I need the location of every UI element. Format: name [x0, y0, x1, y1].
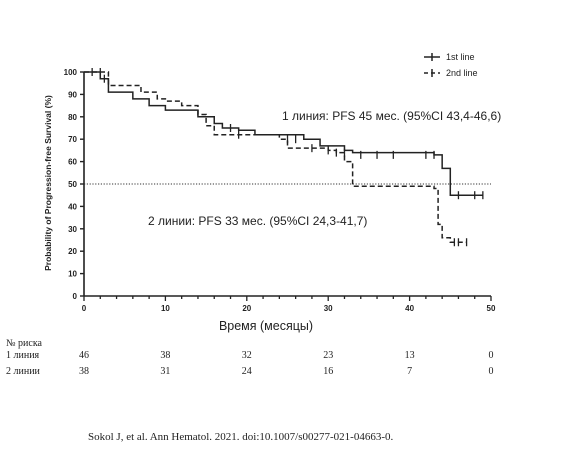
risk-value: 13	[405, 350, 415, 361]
legend: 1st line 2nd line	[424, 52, 478, 78]
risk-value: 16	[323, 366, 333, 377]
risk-value: 7	[407, 366, 412, 377]
annotation-2nd-line: 2 линии: PFS 33 мес. (95%CI 24,3-41,7)	[148, 214, 367, 228]
y-tick-label: 60	[68, 158, 77, 167]
risk-value: 38	[160, 350, 170, 361]
risk-table-header: № риска	[6, 338, 43, 349]
y-tick-label: 30	[68, 225, 77, 234]
axes: 0 10 20 30 40 50 60 70 80 90 100 0 10 20 30 40 50	[64, 68, 496, 313]
y-tick-label: 40	[68, 202, 77, 211]
risk-value: 38	[79, 366, 89, 377]
source-citation: Sokol J, et al. Ann Hematol. 2021. doi:1…	[88, 431, 393, 443]
x-tick-label: 40	[405, 304, 414, 313]
censor-marks	[91, 68, 484, 247]
series-1-curve	[84, 71, 483, 196]
risk-value: 24	[242, 366, 252, 377]
risk-value: 46	[79, 350, 89, 361]
y-tick-label: 70	[68, 135, 77, 144]
series-2-curve	[84, 71, 467, 243]
annotation-1st-line: 1 линия: PFS 45 мес. (95%CI 43,4-46,6)	[282, 109, 501, 123]
risk-table: № риска 1 линия 2 линии 46 38 32 23 13 0 38 31 2…	[6, 338, 494, 377]
x-tick-label: 10	[161, 304, 170, 313]
risk-value: 32	[242, 350, 252, 361]
y-tick-label: 90	[68, 90, 77, 99]
y-tick-label: 10	[68, 270, 77, 279]
risk-row-label-1: 1 линия	[6, 350, 40, 361]
y-axis-title: Probability of Progression-free Survival…	[43, 95, 53, 271]
risk-value: 23	[323, 350, 333, 361]
legend-label-1st: 1st line	[446, 52, 475, 62]
legend-label-2nd: 2nd line	[446, 68, 478, 78]
risk-value: 0	[489, 350, 494, 361]
x-tick-label: 30	[324, 304, 333, 313]
y-tick-label: 0	[73, 292, 78, 301]
risk-value: 31	[160, 366, 170, 377]
x-tick-label: 20	[242, 304, 251, 313]
y-tick-label: 80	[68, 113, 77, 122]
risk-value: 0	[489, 366, 494, 377]
x-tick-label: 50	[487, 304, 496, 313]
x-axis-title: Время (месяцы)	[219, 319, 313, 333]
x-tick-label: 0	[82, 304, 87, 313]
y-tick-label: 50	[68, 180, 77, 189]
y-tick-label: 20	[68, 247, 77, 256]
y-tick-label: 100	[64, 68, 78, 77]
risk-row-label-2: 2 линии	[6, 366, 41, 377]
risk-values: 46 38 32 23 13 0 38 31 24 16 7 0	[79, 350, 494, 377]
